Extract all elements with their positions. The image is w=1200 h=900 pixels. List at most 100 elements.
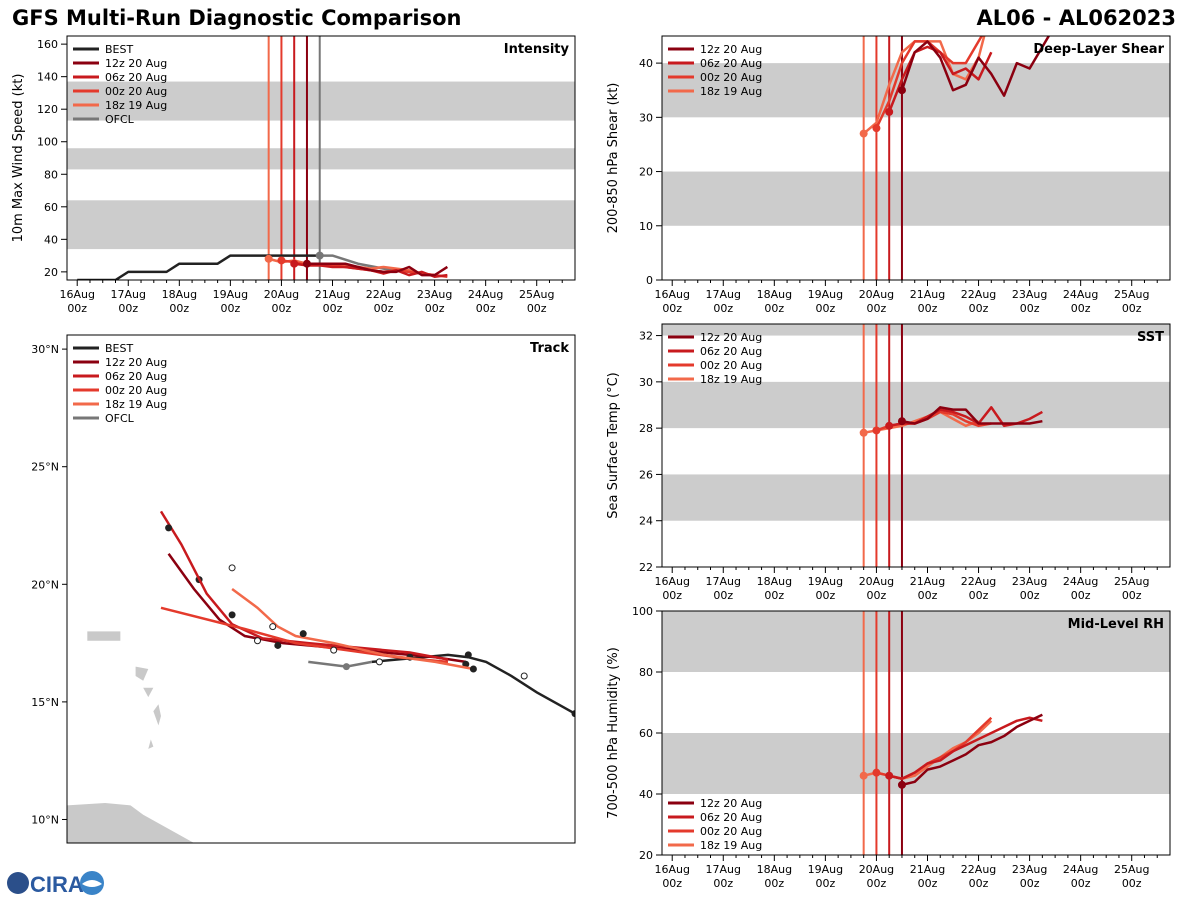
legend-label: 00z 20 Aug <box>700 825 762 838</box>
series-start-point <box>277 256 286 265</box>
x-tick-label-hour: 00z <box>1071 877 1091 890</box>
track-line-ofcl <box>308 660 373 668</box>
axes-frame <box>661 610 1171 856</box>
y-tick-label: 80 <box>639 666 653 679</box>
x-tick-label-hour: 00z <box>969 302 989 315</box>
x-tick-label-hour: 00z <box>867 589 887 602</box>
y-tick-label: 40 <box>44 233 58 246</box>
y-tick-label: 32 <box>639 330 653 343</box>
legend-label: 12z 20 Aug <box>700 331 762 344</box>
x-tick-label-day: 19Aug <box>808 288 843 301</box>
x-tick-label-day: 25Aug <box>519 288 554 301</box>
x-tick-label-hour: 00z <box>969 877 989 890</box>
y-tick-label: 10°N <box>31 813 59 826</box>
x-tick-label-day: 17Aug <box>111 288 146 301</box>
shaded-band <box>67 148 575 170</box>
x-tick-label-day: 23Aug <box>1012 288 1047 301</box>
track-point <box>469 665 477 673</box>
x-tick-label-day: 23Aug <box>417 288 452 301</box>
y-tick-label: 20°N <box>31 578 59 591</box>
x-tick-label-day: 24Aug <box>468 288 503 301</box>
series-start-point <box>859 428 868 437</box>
y-axis-label: 10m Max Wind Speed (kt) <box>11 74 26 243</box>
y-tick-label: 10 <box>639 220 653 233</box>
track-point <box>571 710 575 718</box>
series-line-12z-20-aug <box>901 406 1043 425</box>
y-tick-label: 30 <box>639 376 653 389</box>
plot-area <box>67 36 575 280</box>
panel-shear: 16Aug00z17Aug00z18Aug00z19Aug00z20Aug00z… <box>606 35 1171 315</box>
cira-globe-icon <box>7 872 29 894</box>
x-tick-label-day: 21Aug <box>910 288 945 301</box>
x-tick-label-day: 19Aug <box>213 288 248 301</box>
series-start-point <box>315 251 324 260</box>
y-tick-label: 140 <box>37 71 58 84</box>
x-tick-label-hour: 00z <box>323 302 343 315</box>
legend-label: 00z 20 Aug <box>700 359 762 372</box>
legend-label: 12z 20 Aug <box>700 797 762 810</box>
x-tick-label-hour: 00z <box>815 589 835 602</box>
x-tick-label-day: 23Aug <box>1012 575 1047 588</box>
series-line-06z-20-aug <box>888 45 993 113</box>
x-tick-label-hour: 00z <box>220 302 240 315</box>
legend-label: 18z 19 Aug <box>700 85 762 98</box>
x-tick-label-day: 24Aug <box>1063 288 1098 301</box>
x-tick-label-hour: 00z <box>867 877 887 890</box>
x-tick-label-hour: 00z <box>1020 877 1040 890</box>
y-tick-label: 26 <box>639 468 653 481</box>
series-line-12z-20-aug <box>901 713 1043 787</box>
y-axis-label: 700-500 hPa Humidity (%) <box>606 647 621 819</box>
x-tick-label-day: 18Aug <box>757 863 792 876</box>
y-tick-label: 0 <box>646 274 653 287</box>
x-tick-label-day: 20Aug <box>859 575 894 588</box>
x-tick-label-hour: 00z <box>1122 877 1142 890</box>
noaa-wave-icon <box>82 880 102 887</box>
x-tick-label-day: 16Aug <box>654 288 689 301</box>
x-tick-label-day: 17Aug <box>706 575 741 588</box>
x-tick-label-hour: 00z <box>1020 589 1040 602</box>
x-tick-label-hour: 00z <box>867 302 887 315</box>
x-tick-label-day: 25Aug <box>1114 575 1149 588</box>
y-tick-label: 20 <box>44 266 58 279</box>
x-tick-label-day: 16Aug <box>59 288 94 301</box>
x-tick-label-hour: 00z <box>169 302 189 315</box>
x-tick-label-hour: 00z <box>662 302 682 315</box>
y-tick-label: 20 <box>639 849 653 862</box>
legend-label: 06z 20 Aug <box>700 345 762 358</box>
plot-area <box>67 510 575 843</box>
track-point <box>165 524 173 532</box>
y-tick-label: 28 <box>639 422 653 435</box>
x-tick-label-hour: 00z <box>1071 589 1091 602</box>
x-tick-label-hour: 00z <box>918 589 938 602</box>
cira-logo-text: CIRA <box>30 872 84 897</box>
legend-label: 18z 19 Aug <box>700 839 762 852</box>
y-tick-label: 60 <box>639 727 653 740</box>
series-start-point <box>885 771 894 780</box>
track-point-open <box>228 564 236 572</box>
cira-logo-graphic: CIRA <box>7 871 104 897</box>
x-tick-label-day: 22Aug <box>961 288 996 301</box>
plot-area <box>662 324 1170 567</box>
shaded-band <box>662 733 1170 794</box>
legend-label: 00z 20 Aug <box>700 71 762 84</box>
shaded-band <box>67 81 575 121</box>
series-start-point <box>264 254 273 263</box>
axes-frame <box>661 323 1171 568</box>
track-point-open <box>520 672 528 680</box>
legend-label: 00z 20 Aug <box>105 85 167 98</box>
x-tick-label-day: 20Aug <box>859 863 894 876</box>
y-tick-label: 80 <box>44 168 58 181</box>
x-tick-label-hour: 00z <box>815 877 835 890</box>
cira-logo: CIRA <box>6 868 106 898</box>
x-tick-label-hour: 00z <box>527 302 547 315</box>
legend-label: 12z 20 Aug <box>700 43 762 56</box>
legend-label: 00z 20 Aug <box>105 384 167 397</box>
x-tick-label-day: 24Aug <box>1063 863 1098 876</box>
series-line-06z-20-aug <box>888 716 1043 780</box>
x-tick-label-day: 19Aug <box>808 863 843 876</box>
x-tick-label-day: 18Aug <box>162 288 197 301</box>
x-tick-label-day: 19Aug <box>808 575 843 588</box>
series-start-point <box>872 124 881 133</box>
y-tick-label: 25°N <box>31 461 59 474</box>
